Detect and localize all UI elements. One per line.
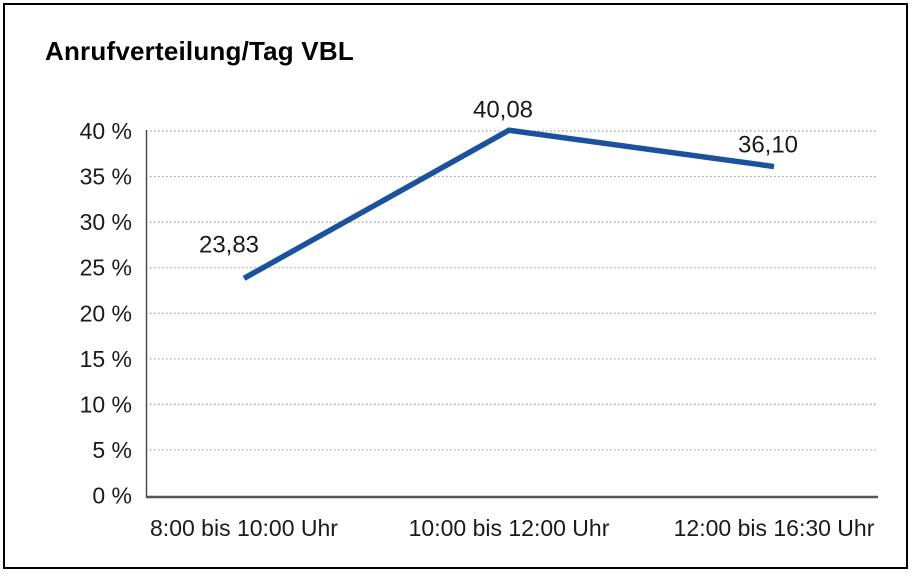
x-tick-label: 10:00 bis 12:00 Uhr: [409, 515, 610, 541]
data-line: [242, 127, 775, 281]
data-point-label: 40,08: [473, 96, 533, 123]
chart-title: Anrufverteilung/Tag VBL: [45, 36, 354, 66]
y-tick-label: 20 %: [80, 300, 132, 326]
x-tick-label: 12:00 bis 16:30 Uhr: [674, 515, 875, 541]
y-tick-label: 40 %: [80, 118, 132, 144]
y-tick-label: 5 %: [92, 437, 132, 463]
data-point-label: 23,83: [199, 231, 259, 258]
y-tick-label: 25 %: [80, 255, 132, 281]
y-tick-label: 10 %: [80, 391, 132, 417]
data-point-label: 36,10: [738, 132, 798, 159]
y-tick-label: 0 %: [92, 483, 132, 509]
x-tick-label: 8:00 bis 10:00 Uhr: [150, 515, 338, 541]
chart-frame: Anrufverteilung/Tag VBL 0 % 5 % 10 % 15 % 20…: [3, 3, 908, 569]
y-tick-label: 15 %: [80, 346, 132, 372]
y-tick-label: 30 %: [80, 209, 132, 235]
line-chart: 0 % 5 % 10 % 15 % 20 % 25 % 30 % 35 % 40 % 8:00 b…: [80, 96, 878, 541]
y-tick-label: 35 %: [80, 164, 132, 190]
